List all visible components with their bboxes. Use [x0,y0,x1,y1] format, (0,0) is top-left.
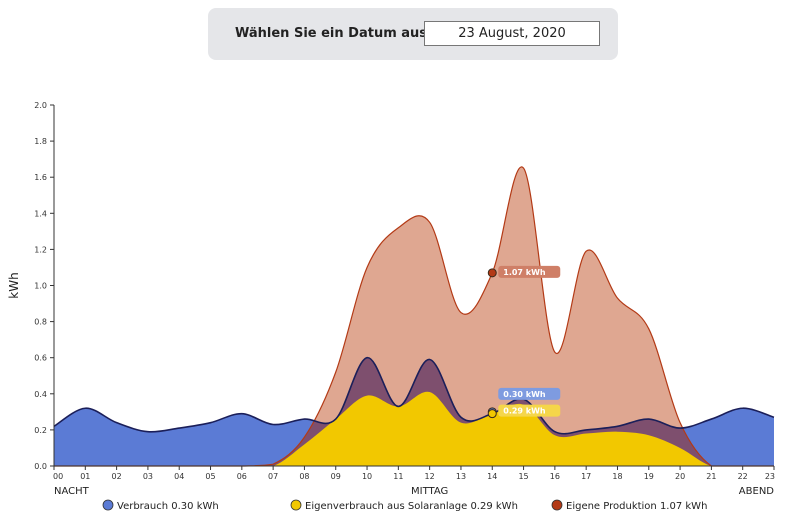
verbrauch-tooltip [498,387,561,400]
x-tick-label: 19 [644,472,654,481]
legend-item-eigenverbrauch[interactable]: Eigenverbrauch aus Solaranlage 0.29 kWh [305,501,518,512]
y-tick-label: 0.8 [34,318,47,327]
legend-marker-eigenverbrauch[interactable] [290,499,302,511]
x-tick-label: 17 [581,472,591,481]
produktion-tooltip [498,265,561,278]
x-tick-label: 03 [143,472,153,481]
date-picker-label: Wählen Sie ein Datum aus: [235,26,433,41]
y-tick-label: 1.8 [34,137,47,146]
y-tick-label: 1.0 [34,282,47,291]
x-tick-label: 16 [550,472,560,481]
y-tick-label: 1.2 [34,245,47,254]
x-tick-label: 14 [487,472,497,481]
x-tick-label: 07 [268,472,278,481]
period-label: NACHT [54,486,90,497]
legend-marker-produktion[interactable] [551,499,563,511]
x-tick-label: 12 [425,472,435,481]
produktion-hover-marker [487,268,497,278]
x-tick-label: 21 [706,472,716,481]
period-label: MITTAG [411,486,448,497]
verbrauch-line [53,356,775,435]
period-label: ABEND [739,486,775,497]
x-tick-label: 00 [53,472,63,481]
y-tick-label: 0.4 [34,390,47,399]
x-tick-label: 09 [331,472,341,481]
x-tick-label: 08 [299,472,309,481]
x-tick-label: 10 [362,472,372,481]
eigenverbrauch-tooltip-text: 0.29 kWh [503,407,546,416]
x-tick-label: 01 [80,472,90,481]
produktion-tooltip-text: 1.07 kWh [503,268,546,277]
x-tick-label: 23 [765,472,775,481]
eigenverbrauch-tooltip [498,404,561,417]
y-axis-label: kWh [7,272,21,298]
y-tick-label: 1.6 [34,173,47,182]
eigenverbrauch-hover-marker [487,409,497,419]
produktion-area [54,166,774,466]
legend-item-verbrauch[interactable]: Verbrauch 0.30 kWh [117,501,219,512]
y-tick-label: 0.6 [34,354,47,363]
x-tick-label: 04 [174,472,184,481]
y-tick-label: 2.0 [34,101,47,110]
date-picker-panel: Wählen Sie ein Datum aus: 23 August, 202… [208,8,618,60]
y-tick-label: 0.2 [34,426,47,435]
x-tick-label: 02 [112,472,122,481]
legend-item-produktion[interactable]: Eigene Produktion 1.07 kWh [566,501,707,512]
y-tick-label: 0.0 [34,462,47,471]
eigenverbrauch-area [54,391,774,466]
date-input[interactable]: 23 August, 2020 [424,21,600,46]
x-tick-label: 15 [518,472,528,481]
verbrauch-tooltip-text: 0.30 kWh [503,390,546,399]
x-tick-label: 18 [612,472,622,481]
x-tick-label: 13 [456,472,466,481]
x-tick-label: 20 [675,472,685,481]
y-tick-label: 1.4 [34,209,47,218]
x-tick-label: 05 [205,472,215,481]
x-tick-label: 06 [237,472,247,481]
x-tick-label: 11 [393,472,403,481]
legend-marker-verbrauch[interactable] [102,499,114,511]
x-tick-label: 22 [738,472,748,481]
